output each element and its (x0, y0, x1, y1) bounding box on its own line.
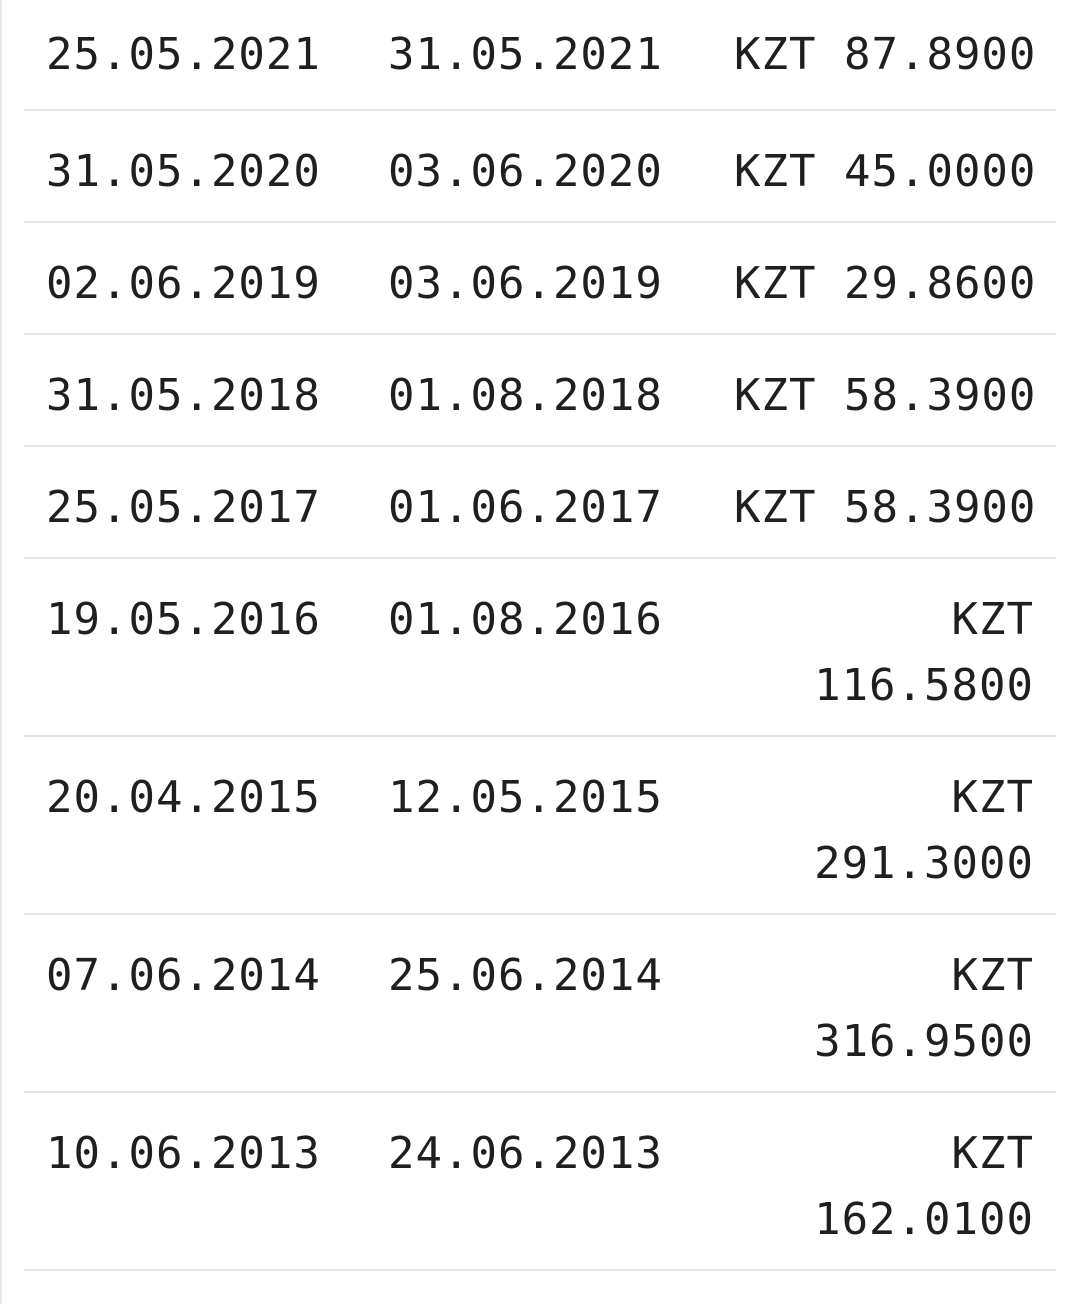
currency-code: KZT (734, 29, 817, 80)
amount-value: 29.8600 (843, 258, 1037, 309)
row-date-1: 25.05.2017 (46, 482, 321, 533)
row-amount: KZT 58.3900 (734, 363, 1037, 429)
table-row: 02.06.2019 03.06.2019 KZT 29.8600 (24, 223, 1056, 335)
row-amount: KZT 162.0100 (734, 1121, 1034, 1253)
row-amount: KZT 291.3000 (734, 765, 1034, 897)
amount-value: 316.9500 (814, 1016, 1034, 1067)
row-date-1: 20.04.2015 (46, 772, 321, 823)
table-row: 25.05.2017 01.06.2017 KZT 58.3900 (24, 447, 1056, 559)
table-row: 20.04.2015 12.05.2015 KZT 291.3000 (24, 737, 1056, 915)
table-row: 31.05.2020 03.06.2020 KZT 45.0000 (24, 111, 1056, 223)
amount-value: 291.3000 (814, 838, 1034, 889)
currency-code: KZT (734, 146, 817, 197)
row-date-2: 03.06.2019 (388, 258, 663, 309)
dividend-history-table: 25.05.2021 31.05.2021 KZT 87.8900 31.05.2… (24, 0, 1056, 1271)
row-date-1: 02.06.2019 (46, 258, 321, 309)
row-date-2: 01.08.2018 (388, 370, 663, 421)
currency-code: KZT (951, 1128, 1034, 1179)
table-row: 25.05.2021 31.05.2021 KZT 87.8900 (24, 0, 1056, 111)
row-amount: KZT 316.9500 (734, 943, 1034, 1075)
currency-code: KZT (951, 950, 1034, 1001)
row-amount: KZT 45.0000 (734, 139, 1037, 205)
row-amount: KZT 116.5800 (734, 587, 1034, 719)
table-row: 10.06.2013 24.06.2013 KZT 162.0100 (24, 1093, 1056, 1271)
row-date-1: 31.05.2020 (46, 146, 321, 197)
row-date-2: 12.05.2015 (388, 772, 663, 823)
row-date-2: 24.06.2013 (388, 1128, 663, 1179)
amount-value: 58.3900 (843, 482, 1037, 533)
row-date-2: 31.05.2021 (388, 29, 663, 80)
table-row: 31.05.2018 01.08.2018 KZT 58.3900 (24, 335, 1056, 447)
row-amount: KZT 87.8900 (734, 22, 1037, 88)
amount-value: 58.3900 (843, 370, 1037, 421)
currency-code: KZT (734, 258, 817, 309)
row-date-1: 25.05.2021 (46, 29, 321, 80)
currency-code: KZT (951, 772, 1034, 823)
amount-value: 162.0100 (814, 1194, 1034, 1245)
table-row: 19.05.2016 01.08.2016 KZT 116.5800 (24, 559, 1056, 737)
amount-value: 116.5800 (814, 660, 1034, 711)
row-date-1: 07.06.2014 (46, 950, 321, 1001)
row-date-2: 03.06.2020 (388, 146, 663, 197)
page-left-border (0, 0, 2, 1304)
row-date-2: 25.06.2014 (388, 950, 663, 1001)
row-amount: KZT 58.3900 (734, 475, 1037, 541)
amount-value: 87.8900 (843, 29, 1037, 80)
currency-code: KZT (734, 370, 817, 421)
row-amount: KZT 29.8600 (734, 251, 1037, 317)
amount-value: 45.0000 (843, 146, 1037, 197)
row-date-1: 19.05.2016 (46, 594, 321, 645)
row-date-1: 10.06.2013 (46, 1128, 321, 1179)
row-date-2: 01.06.2017 (388, 482, 663, 533)
row-date-1: 31.05.2018 (46, 370, 321, 421)
currency-code: KZT (734, 482, 817, 533)
currency-code: KZT (951, 594, 1034, 645)
table-row: 07.06.2014 25.06.2014 KZT 316.9500 (24, 915, 1056, 1093)
row-date-2: 01.08.2016 (388, 594, 663, 645)
